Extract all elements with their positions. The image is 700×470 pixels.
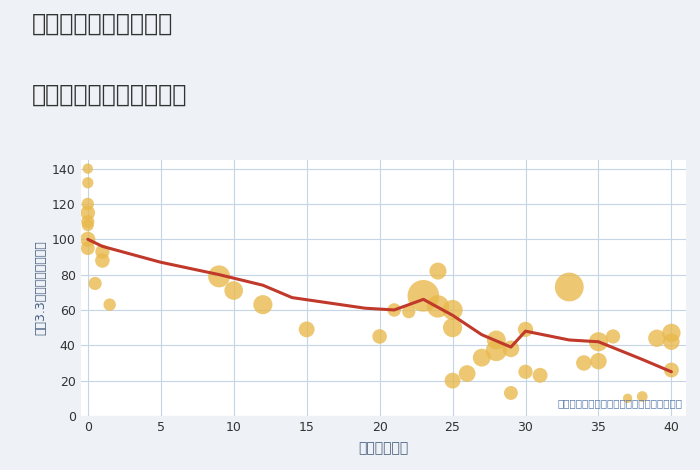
Y-axis label: 坪（3.3㎡）単価（万円）: 坪（3.3㎡）単価（万円） — [34, 241, 47, 335]
Point — [214, 273, 225, 280]
Point — [461, 370, 472, 377]
Point — [593, 338, 604, 345]
Point — [666, 338, 677, 345]
Point — [403, 308, 414, 315]
X-axis label: 築年数（年）: 築年数（年） — [358, 441, 408, 455]
Point — [491, 336, 502, 344]
Point — [520, 326, 531, 333]
Point — [476, 354, 487, 361]
Point — [447, 306, 458, 313]
Point — [82, 209, 93, 217]
Point — [651, 335, 662, 342]
Point — [97, 257, 108, 264]
Point — [636, 393, 648, 400]
Point — [447, 324, 458, 331]
Point — [104, 301, 116, 308]
Text: 築年数別中古戸建て価格: 築年数別中古戸建て価格 — [32, 82, 187, 106]
Point — [505, 345, 517, 352]
Point — [82, 179, 93, 187]
Text: 奈良県奈良市六条西の: 奈良県奈良市六条西の — [32, 12, 173, 36]
Point — [520, 368, 531, 376]
Point — [535, 372, 546, 379]
Point — [608, 333, 619, 340]
Point — [82, 244, 93, 252]
Point — [97, 248, 108, 255]
Point — [82, 200, 93, 208]
Point — [82, 165, 93, 172]
Point — [505, 389, 517, 397]
Point — [491, 347, 502, 354]
Point — [228, 287, 239, 294]
Point — [578, 359, 589, 367]
Point — [374, 333, 385, 340]
Point — [418, 292, 429, 299]
Point — [622, 394, 634, 402]
Point — [389, 306, 400, 313]
Point — [301, 326, 312, 333]
Point — [447, 377, 458, 384]
Point — [564, 283, 575, 291]
Text: 円の大きさは、取引のあった物件面積を示す: 円の大きさは、取引のあった物件面積を示す — [558, 398, 683, 408]
Point — [666, 329, 677, 337]
Point — [82, 218, 93, 226]
Point — [90, 280, 101, 287]
Point — [82, 221, 93, 229]
Point — [433, 267, 444, 275]
Point — [82, 235, 93, 243]
Point — [666, 366, 677, 374]
Point — [258, 301, 269, 308]
Point — [593, 357, 604, 365]
Point — [433, 303, 444, 310]
